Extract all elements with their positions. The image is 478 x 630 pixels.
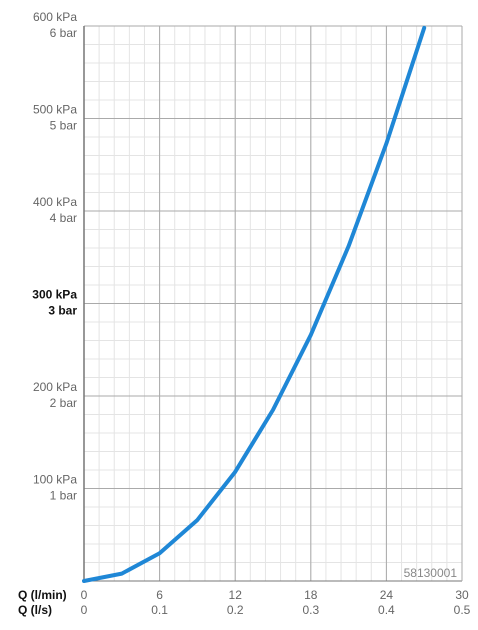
x2-tick-label: 0.5 — [454, 603, 471, 617]
y-tick-label: 300 kPa — [32, 288, 77, 302]
y-tick-label: 600 kPa — [33, 10, 77, 24]
x-tick-label: 24 — [380, 588, 394, 602]
x2-axis-title: Q (l/s) — [18, 603, 52, 617]
x-tick-label: 30 — [455, 588, 469, 602]
x2-tick-label: 0.1 — [151, 603, 168, 617]
y-tick-label-bar: 5 bar — [50, 119, 77, 133]
y-tick-label: 200 kPa — [33, 380, 77, 394]
x2-tick-label: 0 — [81, 603, 88, 617]
y-tick-label-bar: 1 bar — [50, 489, 77, 503]
y-tick-label-bar: 3 bar — [48, 304, 77, 318]
x-tick-label: 18 — [304, 588, 318, 602]
x2-tick-label: 0.2 — [227, 603, 244, 617]
x-tick-label: 6 — [156, 588, 163, 602]
y-tick-label-bar: 4 bar — [50, 211, 77, 225]
annotation: 58130001 — [404, 566, 458, 580]
y-tick-label: 400 kPa — [33, 195, 77, 209]
y-tick-label-bar: 6 bar — [50, 26, 77, 40]
x-axis-title: Q (l/min) — [18, 588, 67, 602]
x2-tick-label: 0.4 — [378, 603, 395, 617]
y-tick-label: 100 kPa — [33, 473, 77, 487]
data-line — [82, 25, 427, 583]
x-tick-label: 12 — [229, 588, 243, 602]
x-tick-label: 0 — [81, 588, 88, 602]
y-tick-label: 500 kPa — [33, 103, 77, 117]
x2-tick-label: 0.3 — [302, 603, 319, 617]
y-tick-label-bar: 2 bar — [50, 396, 77, 410]
